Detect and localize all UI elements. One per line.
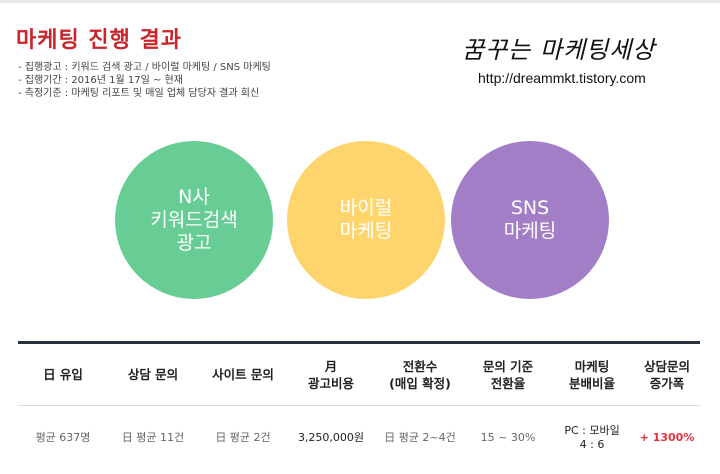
header-consult-inquiry: 상담 문의 [127,367,179,382]
cell-daily-inflow: 평균 637명 [35,430,91,444]
brand-logo-text: 꿈꾸는 마케팅세상 [462,36,656,64]
cell-site-inquiry: 日 평균 2건 [215,430,271,444]
cell-conversion-rate: 15 ~ 30% [480,430,536,444]
info-line-ads: - 집행광고 : 키워드 검색 광고 / 바이럴 마케팅 / SNS 마케팅 [18,62,271,73]
header-site-inquiry: 사이트 문의 [212,367,274,382]
header-inquiry-increase: 상담문의 증가폭 [643,358,690,391]
header-monthly-ad-cost: 月 광고비용 [307,358,354,391]
header-conversion-rate: 문의 기준 전환율 [482,358,534,391]
channel-circle-sns-marketing: SNS 마케팅 [451,141,609,299]
brand-url: http://dreammkt.tistory.com [478,70,646,86]
cell-inquiry-increase: + 1300% [639,430,695,444]
info-line-criteria: - 측정기준 : 마케팅 리포트 및 매일 업체 담당자 결과 회신 [18,88,260,99]
page-title: 마케팅 진행 결과 [16,28,182,53]
results-table: 日 유입 상담 문의 사이트 문의 月 광고비용 전환수 (매입 확정) 문의 … [18,341,700,469]
header-daily-inflow: 日 유입 [43,367,83,382]
cell-conversions: 日 평균 2~4건 [384,430,456,444]
top-divider [0,0,720,3]
header-distribution-ratio: 마케팅 분배비율 [568,358,615,391]
header-conversions: 전환수 (매입 확정) [389,358,451,391]
channel-circle-viral-marketing: 바이럴 마케팅 [287,141,445,299]
info-line-period: - 집행기간 : 2016년 1월 17일 ~ 현재 [18,75,183,86]
cell-monthly-ad-cost: 3,250,000원 [297,430,365,444]
cell-consult-inquiry: 日 평균 11건 [121,430,185,444]
channel-circle-keyword-search: N사 키워드검색 광고 [115,141,273,299]
cell-distribution-ratio: PC : 모바일 4 : 6 [564,423,620,451]
campaign-info: - 집행광고 : 키워드 검색 광고 / 바이럴 마케팅 / SNS 마케팅 -… [18,61,271,100]
table-row: 평균 637명 日 평균 11건 日 평균 2건 3,250,000원 日 평균… [18,406,700,469]
table-header-row: 日 유입 상담 문의 사이트 문의 月 광고비용 전환수 (매입 확정) 문의 … [18,344,700,406]
